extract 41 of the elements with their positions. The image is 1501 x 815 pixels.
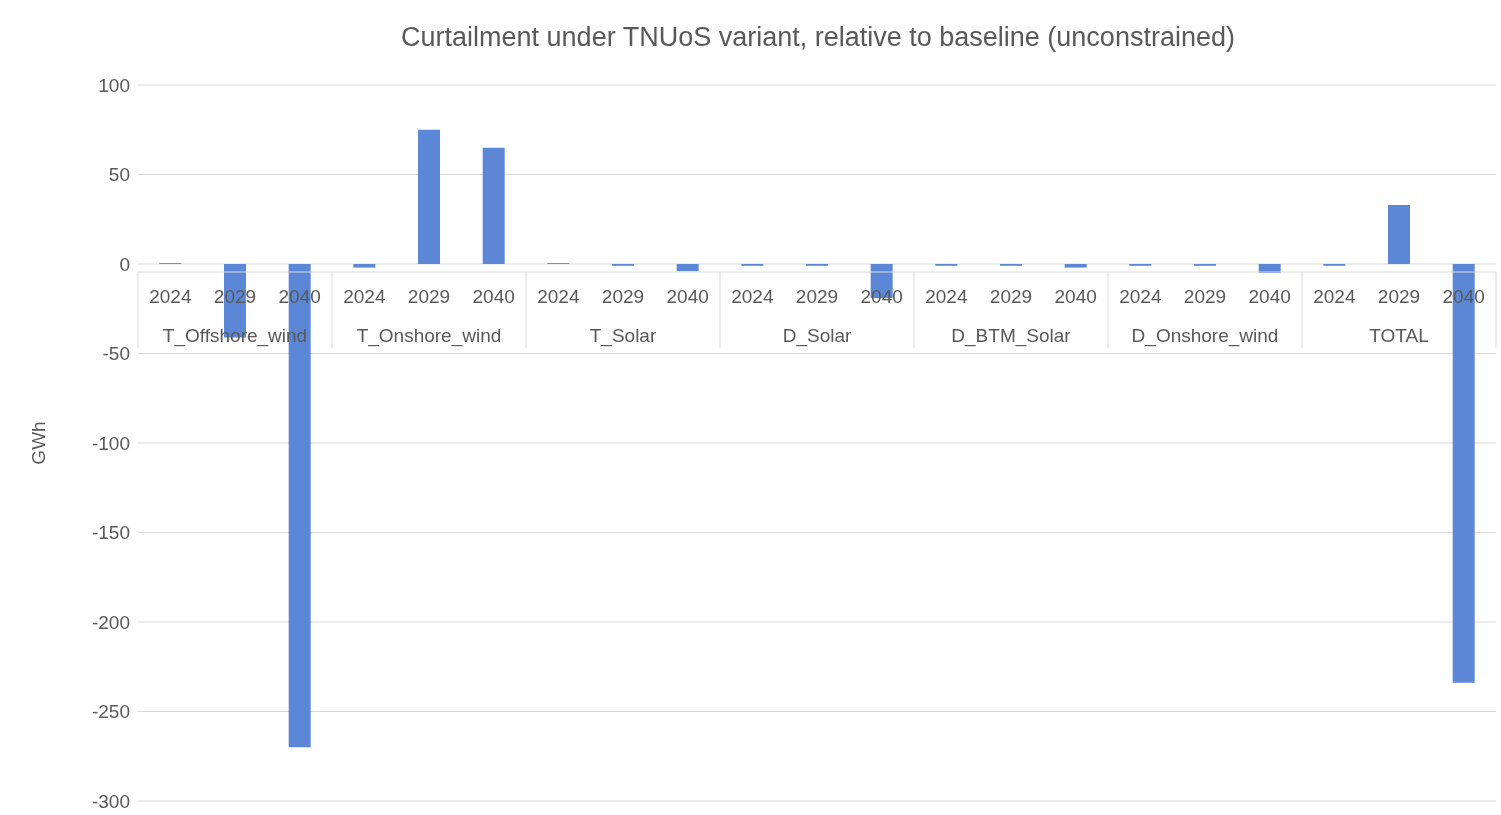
x-tick-label: 2029	[989, 286, 1033, 307]
x-tick-label: 2024	[1313, 286, 1356, 307]
y-tick-label: -100	[91, 432, 130, 454]
chart-title: Curtailment under TNUoS variant, relative to baseline (unconstrained)	[400, 22, 1236, 53]
annotation: TOTAL	[1369, 325, 1429, 346]
bar	[1388, 204, 1411, 264]
x-tick-label: 2040	[1248, 286, 1291, 307]
bar	[353, 264, 376, 268]
x-tick-label: 2040	[1054, 286, 1097, 307]
y-tick-label: 100	[98, 74, 130, 96]
y-tick-label: -300	[91, 790, 130, 812]
annotation: T_Solar	[589, 325, 657, 347]
x-tick-label: 2029	[601, 286, 645, 307]
x-tick-label: 2040	[666, 286, 709, 307]
y-tick-label: -50	[102, 343, 130, 365]
x-tick-label: 2029	[1183, 286, 1227, 307]
annotation: D_Onshore_wind	[1131, 325, 1279, 347]
bar	[676, 264, 699, 272]
y-axis-title: GWh	[27, 421, 49, 465]
annotation: D_Solar	[782, 325, 852, 347]
x-tick-label: 2040	[472, 286, 515, 307]
y-tick-label: -200	[91, 611, 130, 633]
bar	[418, 129, 441, 264]
x-tick-label: 2029	[1377, 286, 1421, 307]
x-tick-label: 2024	[731, 286, 774, 307]
x-tick-label: 2029	[407, 286, 451, 307]
x-tick-label: 2024	[925, 286, 968, 307]
x-tick-label: 2029	[795, 286, 839, 307]
annotation: T_Onshore_wind	[356, 325, 502, 347]
bar	[482, 147, 505, 264]
x-tick-label: 2024	[149, 286, 192, 307]
x-tick-label: 2024	[537, 286, 580, 307]
x-tick-label: 2040	[860, 286, 903, 307]
y-tick-label: -250	[91, 701, 130, 723]
x-tick-label: 2024	[1119, 286, 1162, 307]
annotation: D_BTM_Solar	[951, 325, 1072, 347]
bar	[1064, 264, 1087, 268]
x-tick-label: 2024	[343, 286, 386, 307]
y-tick-label: -150	[91, 522, 130, 544]
y-tick-label: 0	[119, 253, 130, 275]
y-tick-label: 50	[108, 164, 130, 186]
